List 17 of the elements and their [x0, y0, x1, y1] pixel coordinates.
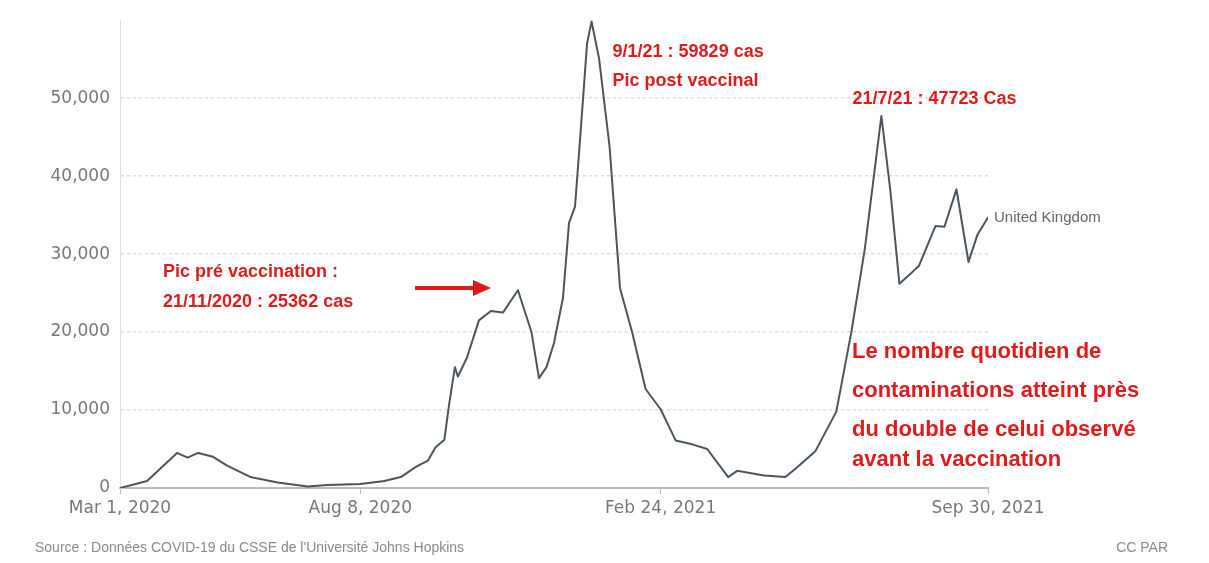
- y-tick-label: 30,000: [50, 242, 110, 263]
- y-tick-label: 0: [99, 476, 110, 497]
- y-tick-label: 10,000: [50, 398, 110, 419]
- annotation: Pic pré vaccination : 21/11/2020 : 25362 cas: [163, 260, 354, 311]
- series-label: United Kingdom: [994, 207, 1101, 225]
- source-note: Source : Données COVID-19 du CSSE de l'Université Johns Hopkins: [35, 538, 465, 555]
- annotation: Le nombre quotidien de contaminations atteint près du double de celui observé avant la vaccination: [852, 338, 1140, 472]
- x-tick-label: Sep 30, 2021: [931, 496, 1045, 517]
- text: CC PAR: [1116, 538, 1168, 555]
- y-tick-label: 50,000: [50, 86, 110, 107]
- x-tick-label: Aug 8, 2020: [308, 496, 413, 517]
- y-tick-label: 40,000: [50, 164, 110, 185]
- annotation: 21/7/21 : 47723 Cas: [852, 87, 1017, 108]
- x-tick-label: Feb 24, 2021: [605, 496, 717, 517]
- annotation: 9/1/21 : 59829 cas Pic post vaccinal: [612, 40, 764, 90]
- y-tick-label: 20,000: [50, 320, 110, 341]
- x-tick-label: Mar 1, 2020: [68, 496, 172, 517]
